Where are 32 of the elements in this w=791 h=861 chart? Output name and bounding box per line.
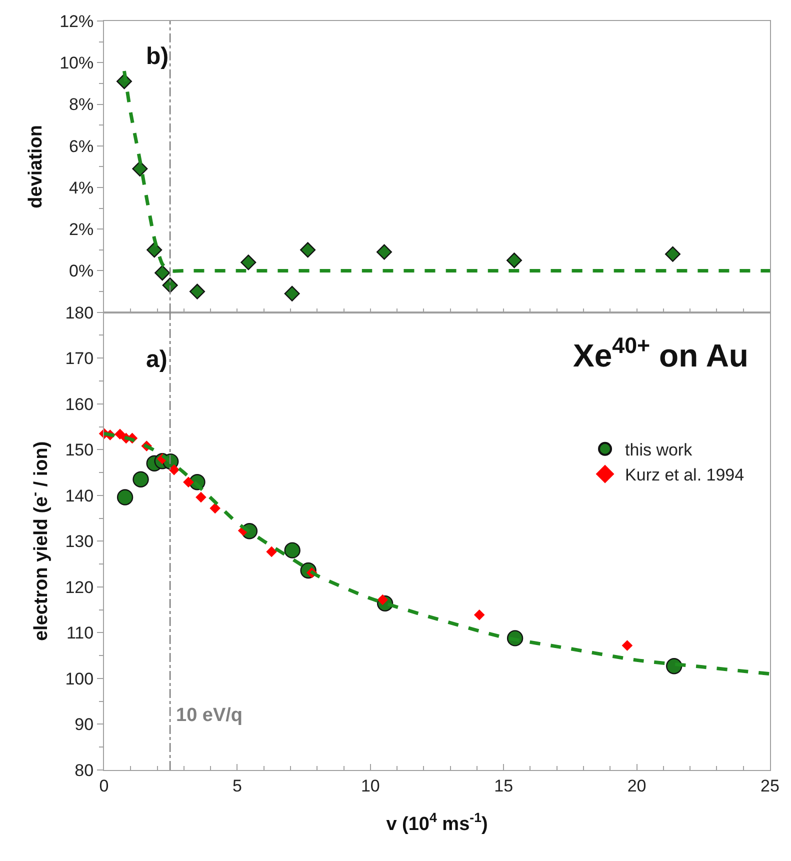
x-tick-label: 10 — [360, 776, 380, 796]
y-tick-label: 130 — [65, 532, 94, 552]
y-tick-label: 10% — [60, 54, 94, 73]
text: Xe$^{40+}$ on Au — [573, 333, 748, 374]
y-tick-label: 8% — [69, 95, 94, 114]
y-tick-label: 170 — [65, 349, 94, 368]
x-tick-label: 20 — [627, 776, 646, 796]
y-axis-title: deviation — [25, 124, 46, 208]
x-tick-label: 15 — [494, 776, 514, 796]
x-axis-title: v (10$^{4}$ ms$^{-1}$) — [386, 810, 488, 836]
y-tick-label: 0% — [69, 262, 94, 281]
legend-label: Kurz et al. 1994 — [625, 466, 744, 485]
x-tick-label: 0 — [99, 776, 109, 796]
x-tick-label: 5 — [232, 776, 242, 796]
y-tick-label: 150 — [65, 440, 94, 460]
ref-line-label: 10 eV/q — [176, 705, 243, 726]
x-tick-label: 25 — [760, 776, 780, 796]
legend-label: this work — [625, 440, 693, 460]
y-tick-label: 6% — [69, 136, 94, 156]
annotation: b) — [146, 43, 169, 70]
y-tick-label: 160 — [65, 394, 94, 414]
y-tick-label: 180 — [65, 303, 94, 322]
annotation: a) — [146, 346, 168, 373]
y-tick-label: 100 — [65, 669, 94, 688]
y-tick-label: 110 — [66, 624, 94, 643]
y-tick-label: 90 — [74, 715, 94, 734]
y-tick-label: 12% — [60, 12, 94, 31]
y-tick-label: 4% — [69, 178, 94, 198]
y-tick-label: 120 — [65, 578, 94, 597]
y-tick-label: 80 — [74, 760, 94, 780]
y-tick-label: 2% — [69, 220, 94, 240]
y-tick-label: 140 — [65, 486, 94, 506]
